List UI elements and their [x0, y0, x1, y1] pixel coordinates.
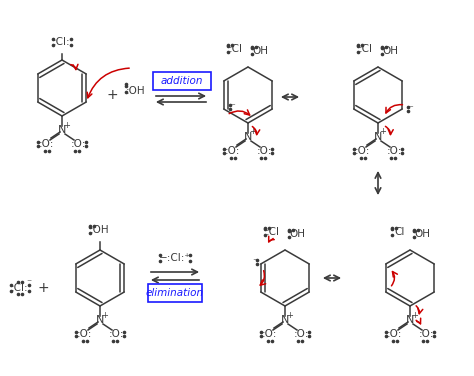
Text: N: N — [374, 132, 382, 142]
FancyArrowPatch shape — [269, 236, 274, 242]
Text: :O:: :O: — [224, 146, 240, 156]
FancyArrowPatch shape — [71, 64, 78, 70]
Text: :O:: :O: — [70, 139, 86, 149]
Text: addition: addition — [161, 76, 203, 86]
Text: :Cl:: :Cl: — [53, 37, 71, 47]
Text: +: + — [411, 311, 419, 320]
FancyArrowPatch shape — [416, 318, 420, 324]
Text: :O:: :O: — [386, 329, 401, 339]
Text: +: + — [37, 281, 49, 295]
Text: OH: OH — [414, 229, 430, 239]
Text: :O:: :O: — [38, 139, 54, 149]
Text: N: N — [244, 132, 252, 142]
Text: +: + — [250, 127, 256, 136]
Text: N: N — [96, 315, 104, 325]
FancyArrowPatch shape — [87, 68, 129, 98]
Text: :O:: :O: — [419, 329, 434, 339]
Text: :O:: :O: — [386, 146, 401, 156]
Text: OH: OH — [252, 46, 268, 56]
Text: :O:: :O: — [354, 146, 370, 156]
Text: OH: OH — [382, 46, 398, 56]
Bar — [148, 284, 202, 302]
Text: ⁻: ⁻ — [252, 257, 258, 267]
Text: ⁻: ⁻ — [229, 102, 235, 112]
FancyArrowPatch shape — [260, 271, 265, 285]
Text: N: N — [406, 315, 414, 325]
Text: +: + — [106, 88, 118, 102]
Text: :Cl: :Cl — [266, 227, 280, 237]
Text: :O:: :O: — [109, 329, 124, 339]
Text: :OH: :OH — [90, 225, 110, 235]
Text: :Cl:: :Cl: — [11, 283, 29, 293]
FancyArrowPatch shape — [392, 271, 397, 286]
Text: −:Cl:⁺: −:Cl:⁺ — [159, 253, 191, 263]
Text: :OH: :OH — [126, 86, 146, 96]
Text: :O:: :O: — [293, 329, 309, 339]
FancyArrowPatch shape — [385, 126, 393, 135]
Text: ⁻: ⁻ — [27, 278, 32, 288]
FancyArrowPatch shape — [386, 105, 402, 113]
Text: :Cl: :Cl — [359, 44, 373, 54]
Text: :O:: :O: — [76, 329, 91, 339]
FancyArrowPatch shape — [229, 110, 250, 115]
Text: +: + — [287, 311, 293, 320]
Text: N: N — [58, 125, 66, 135]
Text: elimination: elimination — [146, 288, 204, 298]
Text: +: + — [380, 127, 386, 136]
Bar — [153, 72, 211, 90]
Text: OH: OH — [289, 229, 305, 239]
Text: N: N — [281, 315, 289, 325]
Text: ⁻: ⁻ — [407, 104, 413, 114]
Text: :O:: :O: — [256, 146, 272, 156]
FancyArrowPatch shape — [252, 126, 260, 135]
Text: Cl: Cl — [395, 227, 405, 237]
Text: +: + — [101, 311, 109, 320]
FancyArrowPatch shape — [416, 306, 423, 314]
Text: :Cl: :Cl — [229, 44, 243, 54]
Text: +: + — [64, 120, 71, 129]
Text: :O:: :O: — [261, 329, 277, 339]
